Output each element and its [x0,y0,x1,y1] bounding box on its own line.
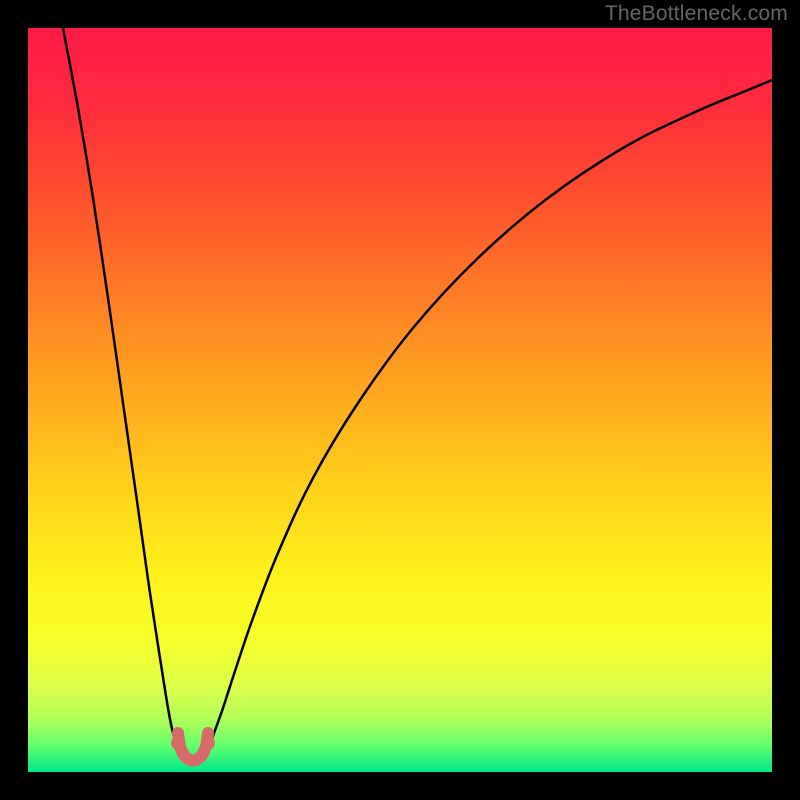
chart-root: TheBottleneck.com [0,0,800,800]
trough-marker-dot-right [201,736,215,750]
bottleneck-chart [0,0,800,800]
trough-marker-dot-left [171,736,185,750]
watermark-text: TheBottleneck.com [605,2,788,26]
plot-area [28,28,772,772]
